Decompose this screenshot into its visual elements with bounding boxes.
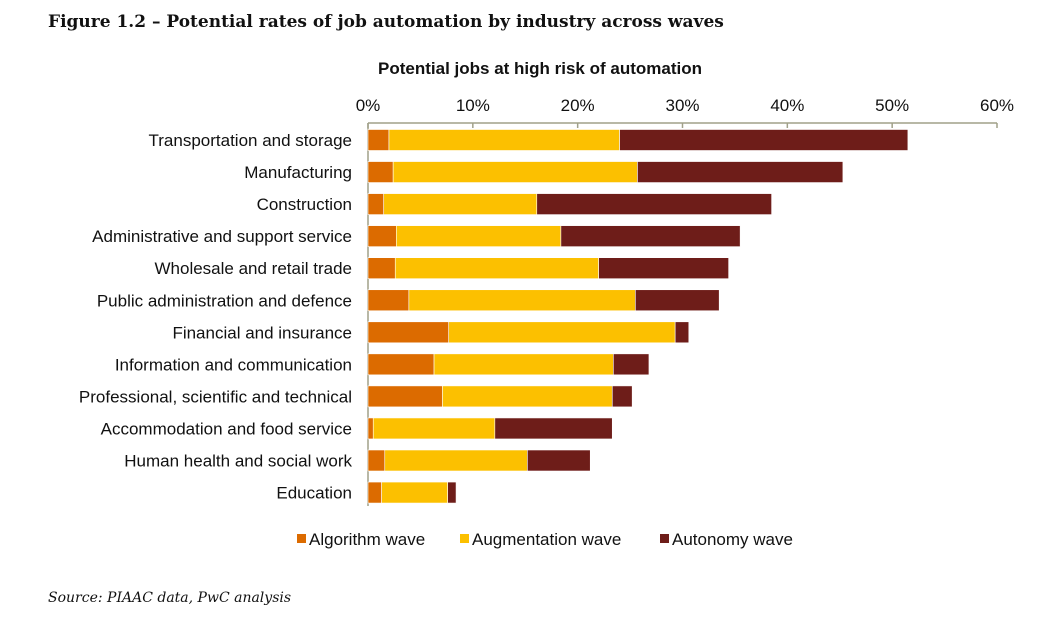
legend-swatch	[660, 534, 669, 543]
category-label: Transportation and storage	[149, 131, 353, 150]
bar-segment	[367, 385, 443, 408]
bar-segment	[613, 353, 650, 376]
x-tick-label: 10%	[456, 96, 490, 115]
category-label: Information and communication	[115, 355, 352, 374]
x-tick-label: 50%	[875, 96, 909, 115]
bar-segment	[598, 257, 729, 280]
bar-segment	[527, 449, 591, 472]
category-label: Professional, scientific and technical	[79, 387, 352, 406]
bar-segment	[367, 481, 382, 504]
category-label: Accommodation and food service	[101, 419, 352, 438]
category-labels: Transportation and storage Manufacturing C…	[79, 131, 353, 503]
legend-swatch	[297, 534, 306, 543]
bar-segment	[560, 225, 741, 247]
legend-label: Augmentation wave	[472, 530, 621, 549]
bar-segment	[367, 449, 386, 472]
chart-title: Potential jobs at high risk of automatio…	[378, 59, 702, 78]
bar-segment	[674, 321, 690, 344]
bar-segment	[367, 193, 385, 215]
category-label: Construction	[257, 195, 352, 214]
bars	[367, 129, 909, 504]
legend: Algorithm wave Augmentation wave Autonomy …	[297, 530, 793, 549]
bar-segment	[408, 289, 636, 312]
category-label: Manufacturing	[244, 163, 352, 182]
bar-segment	[367, 129, 390, 151]
x-tick-label: 40%	[770, 96, 804, 115]
bar-segment	[381, 481, 448, 504]
source-note: Source: PIAAC data, PwC analysis	[48, 590, 292, 606]
category-label: Financial and insurance	[172, 323, 352, 342]
legend-label: Autonomy wave	[672, 530, 793, 549]
bar-segment	[635, 289, 720, 312]
category-label: Human health and social work	[124, 452, 352, 471]
bar-segment	[447, 481, 457, 504]
x-tick-label: 20%	[561, 96, 595, 115]
bar-segment	[367, 353, 435, 376]
bar-segment	[384, 449, 528, 472]
bar-segment	[367, 161, 394, 183]
bar-segment	[394, 257, 599, 280]
legend-swatch	[460, 534, 469, 543]
bar-segment	[367, 289, 410, 312]
bar-segment	[367, 225, 397, 247]
bar-segment	[448, 321, 676, 344]
bar-segment	[442, 385, 613, 408]
category-label: Administrative and support service	[92, 227, 352, 246]
bar-segment	[433, 353, 614, 376]
bar-segment	[367, 321, 450, 344]
x-tick-label: 0%	[356, 96, 381, 115]
bar-segment	[392, 161, 638, 183]
bar-segment	[388, 129, 620, 151]
bar-segment	[396, 225, 562, 247]
category-label: Public administration and defence	[97, 291, 352, 310]
bar-segment	[367, 417, 374, 440]
bar-segment	[536, 193, 772, 215]
figure-title: Figure 1.2 – Potential rates of job auto…	[48, 12, 724, 32]
x-tick-label: 30%	[665, 96, 699, 115]
bar-segment	[494, 417, 613, 440]
bar-segment	[619, 129, 909, 151]
category-label: Wholesale and retail trade	[154, 259, 352, 278]
bar-segment	[383, 193, 538, 215]
bar-segment	[611, 385, 633, 408]
bar-segment	[372, 417, 496, 440]
legend-label: Algorithm wave	[309, 530, 425, 549]
x-tick-label: 60%	[980, 96, 1014, 115]
category-label: Education	[276, 484, 352, 503]
bar-segment	[367, 257, 396, 280]
bar-segment	[637, 161, 844, 183]
x-axis: 0% 10% 20% 30% 40% 50% 60%	[356, 96, 1014, 506]
